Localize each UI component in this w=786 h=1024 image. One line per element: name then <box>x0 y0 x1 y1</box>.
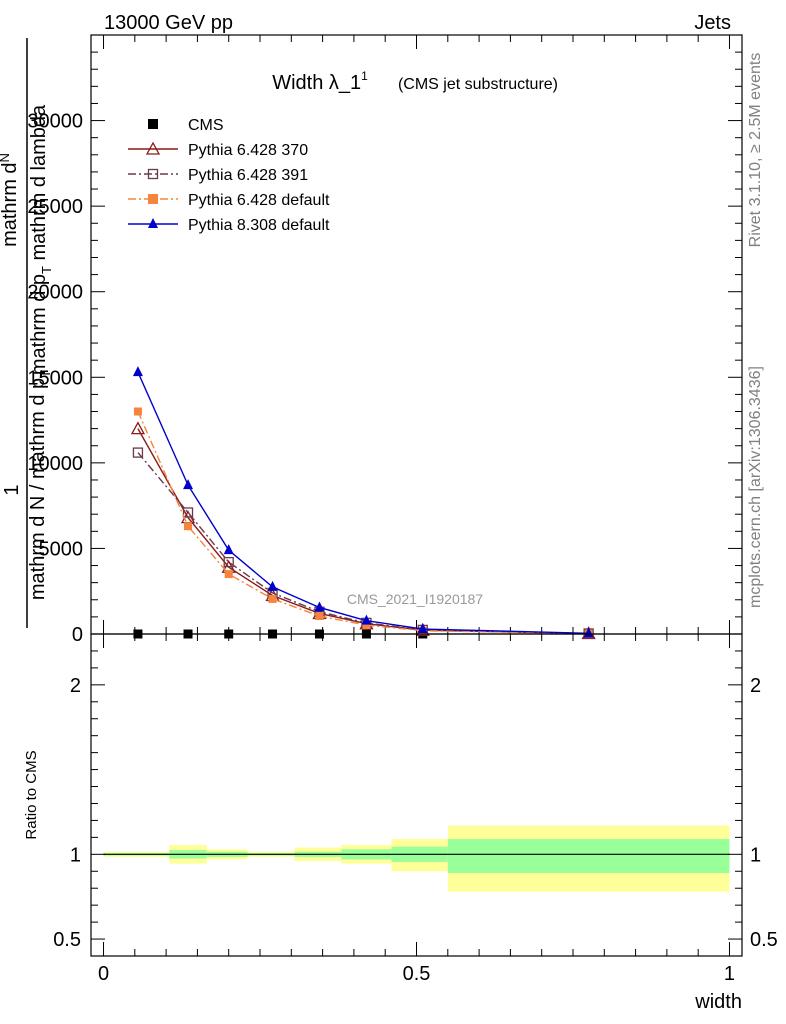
chart-title: Width λ_11 <box>272 69 368 94</box>
series-2-point-2 <box>223 556 234 568</box>
series-4-point-5 <box>361 614 372 625</box>
series-4-point-1 <box>183 479 194 490</box>
legend: CMS Pythia 6.428 370 Pythia 6.428 391 Pythi… <box>128 117 330 234</box>
main-ytick-label-1: 5000 <box>39 538 84 560</box>
analysis-watermark: CMS_2021_I1920187 <box>347 591 483 607</box>
ylabel-den: mathrm d pT mathrm d lambda <box>28 104 54 375</box>
chart-subtitle: (CMS jet substructure) <box>398 76 558 93</box>
xtick-label-2: 1 <box>724 963 735 985</box>
mcplots-reference-label: mcplots.cern.ch [arXiv:1306.3436] <box>747 366 764 608</box>
ylabel-numerator: 1 <box>1 484 23 495</box>
main-panel: 0 5000 10000 15000 20000 25000 30000 <box>27 34 743 646</box>
ylabel-den-part-2: mathrm d lambda <box>28 104 50 266</box>
series-line-4 <box>137 371 589 635</box>
series-line-2 <box>137 452 589 635</box>
series-2-point-0 <box>132 447 144 458</box>
legend-marker-1 <box>145 141 161 155</box>
series-2-point-1 <box>182 507 194 518</box>
series-4-point-0 <box>132 366 143 377</box>
series-4-point-6 <box>417 623 428 634</box>
ylabel-num-part-1: N <box>0 153 12 162</box>
series-3-point-2 <box>224 570 233 579</box>
legend-marker-3 <box>148 194 158 204</box>
ylabel-num-part-0: mathrm d <box>0 162 21 246</box>
ylabel-bottom-part-0: mathrm d N / mathrm d p <box>27 378 49 600</box>
ylabel-bottom: mathrm d N / mathrm d pT <box>27 370 53 600</box>
series-3-point-3 <box>268 594 277 603</box>
header-process-label: Jets <box>694 12 731 34</box>
ratio-y-axis-label: Ratio to CMS <box>23 750 40 839</box>
series-line-3 <box>137 411 589 635</box>
ratio-frame <box>90 633 743 957</box>
header-energy-label: 13000 GeV pp <box>104 12 233 34</box>
series-3-point-0 <box>133 407 142 416</box>
ratio-ytick-label-right-0: 0.5 <box>750 929 778 951</box>
series-3-point-1 <box>184 522 193 531</box>
series-3-point-4 <box>315 612 324 621</box>
rivet-version-label: Rivet 3.1.10, ≥ 2.5M events <box>747 53 764 248</box>
legend-label-4: Pythia 8.308 default <box>188 217 330 234</box>
legend-label-1: Pythia 6.428 370 <box>188 142 308 159</box>
legend-label-2: Pythia 6.428 391 <box>188 167 308 184</box>
main-ytick-label-4: 20000 <box>27 282 83 304</box>
legend-marker-4 <box>148 218 158 228</box>
main-series-layer <box>130 366 596 640</box>
ratio-ytick-label-right-2: 2 <box>750 675 761 697</box>
xtick-label-1: 0.5 <box>403 963 431 985</box>
legend-marker-2 <box>147 168 159 180</box>
legend-marker-0 <box>148 119 158 129</box>
main-ytick-label-5: 25000 <box>27 196 83 218</box>
xtick-label-0: 0 <box>98 963 109 985</box>
x-axis-label: width <box>694 991 742 1013</box>
series-4-point-3 <box>267 580 278 591</box>
ylabel-num: mathrm dN <box>0 153 21 247</box>
ratio-ytick-label-right-1: 1 <box>750 844 761 866</box>
legend-label-3: Pythia 6.428 default <box>188 192 330 209</box>
main-ytick-label-3: 15000 <box>27 367 83 389</box>
ratio-ytick-label-left-0: 0.5 <box>53 929 81 951</box>
chart-title-main: Width λ_1 <box>272 72 361 94</box>
ratio-ytick-label-left-1: 1 <box>70 844 81 866</box>
series-4-point-4 <box>314 601 325 612</box>
ylabel-den-part-0: mathrm d p <box>28 274 50 375</box>
main-ytick-label-0: 0 <box>72 624 83 646</box>
ratio-bands-layer <box>103 825 730 892</box>
ratio-band-inner-7 <box>447 839 730 873</box>
series-4-point-2 <box>223 544 234 555</box>
ylabel-bottom-part-1: T <box>38 370 53 378</box>
ratio-ytick-label-left-2: 2 <box>70 675 81 697</box>
ratio-panel: 0.5 0.5 1 1 2 2 0 0.5 1 <box>53 633 778 985</box>
series-1-point-0 <box>130 421 146 435</box>
series-3-point-5 <box>362 621 371 630</box>
main-ytick-label-2: 10000 <box>27 453 83 475</box>
chart-title-superscript: 1 <box>361 69 368 83</box>
main-ytick-label-6: 30000 <box>27 111 83 133</box>
series-4-point-7 <box>583 627 594 638</box>
main-y-axis-label: 1 mathrm dN mathrm d pT mathrm d lambda … <box>0 38 54 628</box>
ylabel-den-part-1: T <box>39 266 54 274</box>
legend-label-0: CMS <box>188 117 224 134</box>
